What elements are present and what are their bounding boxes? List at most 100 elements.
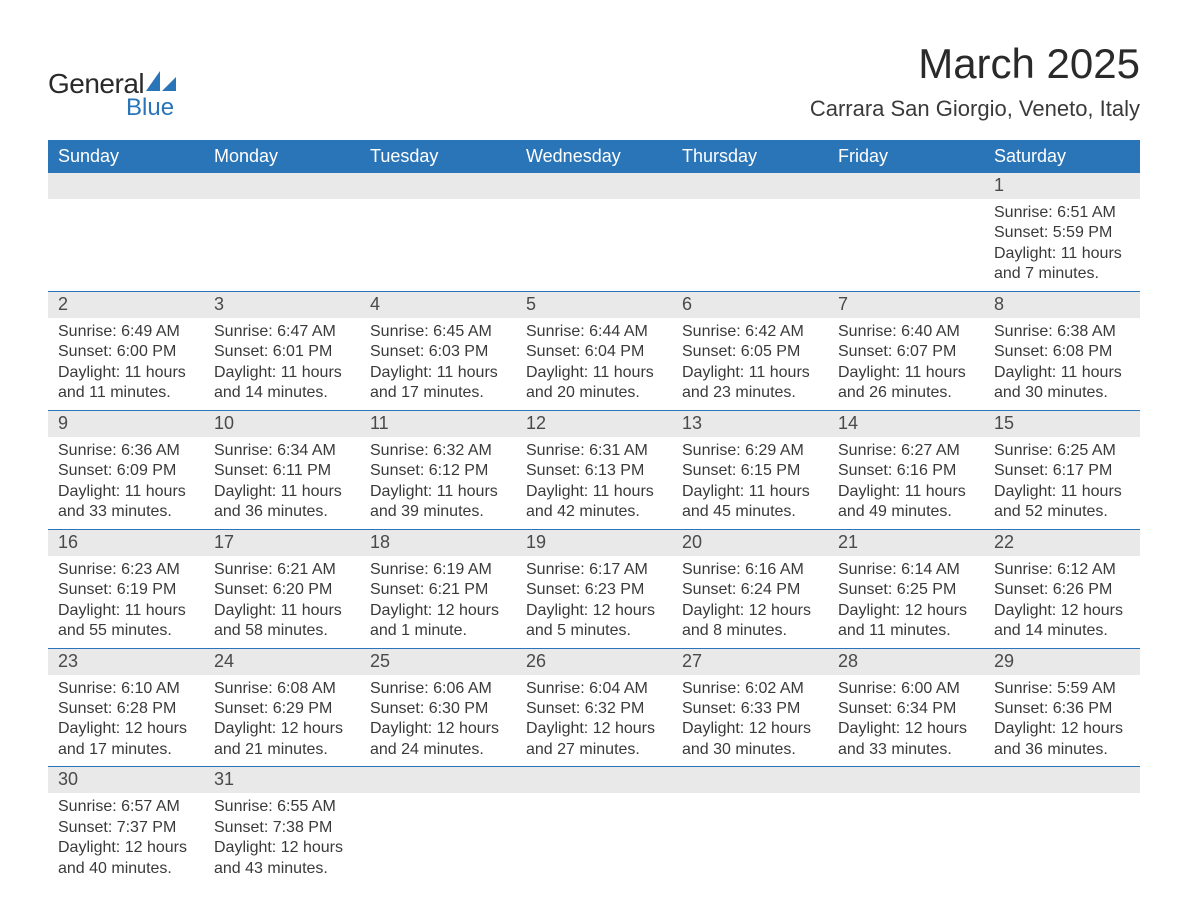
sunset-text: Sunset: 7:38 PM	[214, 818, 350, 838]
day-content: Sunrise: 6:21 AMSunset: 6:20 PMDaylight:…	[204, 556, 360, 648]
sunrise-text: Sunrise: 6:23 AM	[58, 560, 194, 580]
day-number: 8	[984, 292, 1140, 318]
day-number: 25	[360, 649, 516, 675]
sunset-text: Sunset: 6:15 PM	[682, 461, 818, 481]
sunset-text: Sunset: 6:09 PM	[58, 461, 194, 481]
day-content: Sunrise: 6:08 AMSunset: 6:29 PMDaylight:…	[204, 675, 360, 767]
day-content: Sunrise: 6:44 AMSunset: 6:04 PMDaylight:…	[516, 318, 672, 410]
daylight-text: Daylight: 12 hours and 24 minutes.	[370, 719, 506, 760]
day-content: Sunrise: 6:23 AMSunset: 6:19 PMDaylight:…	[48, 556, 204, 648]
day-number: 18	[360, 530, 516, 556]
day-header: Sunday	[48, 140, 204, 173]
day-number	[672, 767, 828, 793]
sunset-text: Sunset: 6:05 PM	[682, 342, 818, 362]
sunrise-text: Sunrise: 6:38 AM	[994, 322, 1130, 342]
sunset-text: Sunset: 6:34 PM	[838, 699, 974, 719]
day-cell: 23Sunrise: 6:10 AMSunset: 6:28 PMDayligh…	[48, 648, 204, 767]
daylight-text: Daylight: 11 hours and 11 minutes.	[58, 363, 194, 404]
day-content: Sunrise: 6:32 AMSunset: 6:12 PMDaylight:…	[360, 437, 516, 529]
day-number	[48, 173, 204, 199]
day-cell: 9Sunrise: 6:36 AMSunset: 6:09 PMDaylight…	[48, 410, 204, 529]
day-number: 14	[828, 411, 984, 437]
day-cell	[672, 766, 828, 885]
sunset-text: Sunset: 6:26 PM	[994, 580, 1130, 600]
sunset-text: Sunset: 7:37 PM	[58, 818, 194, 838]
day-number: 17	[204, 530, 360, 556]
day-cell: 27Sunrise: 6:02 AMSunset: 6:33 PMDayligh…	[672, 648, 828, 767]
sunset-text: Sunset: 6:08 PM	[994, 342, 1130, 362]
sunrise-text: Sunrise: 6:12 AM	[994, 560, 1130, 580]
sunset-text: Sunset: 6:03 PM	[370, 342, 506, 362]
daylight-text: Daylight: 12 hours and 1 minute.	[370, 601, 506, 642]
day-cell: 19Sunrise: 6:17 AMSunset: 6:23 PMDayligh…	[516, 529, 672, 648]
day-cell: 17Sunrise: 6:21 AMSunset: 6:20 PMDayligh…	[204, 529, 360, 648]
day-number: 6	[672, 292, 828, 318]
day-header: Friday	[828, 140, 984, 173]
day-number	[984, 767, 1140, 793]
sunrise-text: Sunrise: 6:19 AM	[370, 560, 506, 580]
day-content	[828, 199, 984, 209]
day-content	[48, 199, 204, 209]
day-number: 27	[672, 649, 828, 675]
sunrise-text: Sunrise: 6:49 AM	[58, 322, 194, 342]
daylight-text: Daylight: 12 hours and 17 minutes.	[58, 719, 194, 760]
sunset-text: Sunset: 6:28 PM	[58, 699, 194, 719]
sunrise-text: Sunrise: 5:59 AM	[994, 679, 1130, 699]
day-number	[516, 173, 672, 199]
day-number: 19	[516, 530, 672, 556]
daylight-text: Daylight: 11 hours and 7 minutes.	[994, 244, 1130, 285]
day-header: Monday	[204, 140, 360, 173]
daylight-text: Daylight: 12 hours and 33 minutes.	[838, 719, 974, 760]
day-content: Sunrise: 6:40 AMSunset: 6:07 PMDaylight:…	[828, 318, 984, 410]
day-number: 10	[204, 411, 360, 437]
sunset-text: Sunset: 6:19 PM	[58, 580, 194, 600]
daylight-text: Daylight: 11 hours and 49 minutes.	[838, 482, 974, 523]
day-cell: 15Sunrise: 6:25 AMSunset: 6:17 PMDayligh…	[984, 410, 1140, 529]
day-cell	[516, 766, 672, 885]
daylight-text: Daylight: 12 hours and 21 minutes.	[214, 719, 350, 760]
day-cell: 28Sunrise: 6:00 AMSunset: 6:34 PMDayligh…	[828, 648, 984, 767]
day-cell	[360, 173, 516, 291]
week-row: 9Sunrise: 6:36 AMSunset: 6:09 PMDaylight…	[48, 410, 1140, 529]
daylight-text: Daylight: 12 hours and 5 minutes.	[526, 601, 662, 642]
header: General Blue March 2025 Carrara San Gior…	[48, 40, 1140, 122]
day-content: Sunrise: 6:16 AMSunset: 6:24 PMDaylight:…	[672, 556, 828, 648]
day-number	[516, 767, 672, 793]
sunrise-text: Sunrise: 6:55 AM	[214, 797, 350, 817]
day-number	[828, 173, 984, 199]
sunrise-text: Sunrise: 6:17 AM	[526, 560, 662, 580]
day-number	[360, 173, 516, 199]
day-content: Sunrise: 6:42 AMSunset: 6:05 PMDaylight:…	[672, 318, 828, 410]
day-cell: 21Sunrise: 6:14 AMSunset: 6:25 PMDayligh…	[828, 529, 984, 648]
daylight-text: Daylight: 11 hours and 55 minutes.	[58, 601, 194, 642]
daylight-text: Daylight: 11 hours and 58 minutes.	[214, 601, 350, 642]
day-content: Sunrise: 6:10 AMSunset: 6:28 PMDaylight:…	[48, 675, 204, 767]
day-number	[672, 173, 828, 199]
day-cell: 24Sunrise: 6:08 AMSunset: 6:29 PMDayligh…	[204, 648, 360, 767]
sunrise-text: Sunrise: 6:00 AM	[838, 679, 974, 699]
day-number: 23	[48, 649, 204, 675]
sunset-text: Sunset: 6:01 PM	[214, 342, 350, 362]
sunset-text: Sunset: 6:11 PM	[214, 461, 350, 481]
sunrise-text: Sunrise: 6:42 AM	[682, 322, 818, 342]
day-content	[360, 793, 516, 803]
day-number	[204, 173, 360, 199]
day-cell	[48, 173, 204, 291]
sunset-text: Sunset: 6:24 PM	[682, 580, 818, 600]
sunrise-text: Sunrise: 6:16 AM	[682, 560, 818, 580]
sunset-text: Sunset: 6:25 PM	[838, 580, 974, 600]
sunrise-text: Sunrise: 6:47 AM	[214, 322, 350, 342]
day-cell: 20Sunrise: 6:16 AMSunset: 6:24 PMDayligh…	[672, 529, 828, 648]
day-cell: 26Sunrise: 6:04 AMSunset: 6:32 PMDayligh…	[516, 648, 672, 767]
day-content: Sunrise: 6:36 AMSunset: 6:09 PMDaylight:…	[48, 437, 204, 529]
location-subtitle: Carrara San Giorgio, Veneto, Italy	[810, 96, 1140, 122]
day-content: Sunrise: 6:12 AMSunset: 6:26 PMDaylight:…	[984, 556, 1140, 648]
month-title: March 2025	[810, 40, 1140, 88]
calendar: SundayMondayTuesdayWednesdayThursdayFrid…	[48, 140, 1140, 885]
sunrise-text: Sunrise: 6:34 AM	[214, 441, 350, 461]
sunrise-text: Sunrise: 6:25 AM	[994, 441, 1130, 461]
sunset-text: Sunset: 6:20 PM	[214, 580, 350, 600]
sunset-text: Sunset: 6:32 PM	[526, 699, 662, 719]
day-content	[984, 793, 1140, 803]
day-cell: 29Sunrise: 5:59 AMSunset: 6:36 PMDayligh…	[984, 648, 1140, 767]
